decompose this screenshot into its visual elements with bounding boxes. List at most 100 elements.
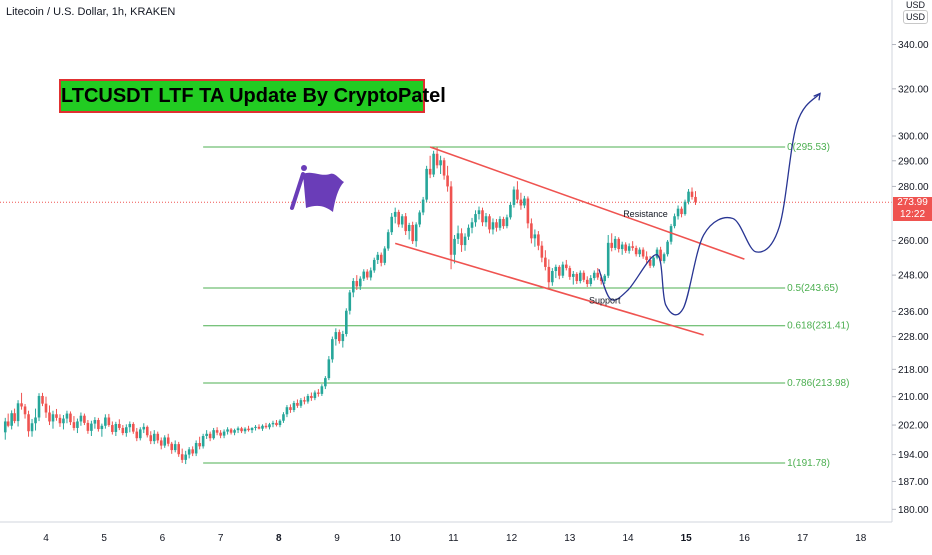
y-tick-label: 280.00 [898, 182, 929, 193]
y-tick-label: 260.00 [898, 236, 929, 247]
candle-body [76, 421, 79, 428]
current-price-badge: 273.99 12:22 [893, 197, 932, 221]
candle-body [345, 310, 348, 335]
candle-body [439, 160, 442, 166]
candle-body [425, 168, 428, 200]
flag-cloth [303, 172, 344, 212]
current-price-countdown: 12:22 [899, 209, 926, 220]
candle-body [145, 426, 149, 436]
candle-body [407, 225, 411, 232]
y-tick-label: 290.00 [898, 156, 929, 167]
candle-body [97, 420, 100, 430]
candle-body [530, 223, 533, 239]
candle-body [166, 437, 170, 444]
candle-body [3, 421, 7, 433]
candle-body [355, 281, 359, 287]
candle-body [606, 242, 610, 276]
candle-body [414, 224, 418, 242]
candle-body [62, 418, 65, 424]
candle-body [386, 232, 390, 249]
candle-body [128, 423, 132, 428]
candle-body [463, 236, 467, 246]
candle-body [338, 332, 341, 342]
candle-body [226, 429, 229, 432]
candle-body [65, 413, 69, 419]
candle-body [135, 431, 139, 439]
candle-body [526, 198, 530, 224]
candle-body [512, 189, 516, 205]
chart-annotation: Support [589, 296, 621, 306]
candle-body [299, 400, 303, 406]
candle-body [268, 424, 271, 428]
candle-body [453, 238, 456, 255]
candle-body [554, 266, 558, 272]
candle-body [411, 225, 414, 242]
candle-body [191, 449, 194, 454]
candle-body [477, 210, 481, 215]
candle-body [83, 415, 86, 423]
channel-upper-line [429, 146, 745, 260]
candle-body [212, 430, 215, 439]
candle-body [282, 414, 285, 421]
candle-body [680, 208, 683, 215]
candle-body [383, 248, 387, 263]
candle-body [585, 279, 589, 285]
candle-body [79, 415, 83, 422]
candle-body [20, 403, 23, 407]
candle-body [565, 264, 568, 269]
candle-body [250, 427, 254, 431]
candle-body [177, 444, 180, 455]
candle-body [446, 175, 449, 187]
candle-body [261, 425, 264, 429]
candle-body [334, 332, 338, 340]
candle-body [495, 222, 498, 228]
current-price-value: 273.99 [897, 197, 928, 208]
candle-body [676, 208, 680, 217]
candle-body [575, 273, 579, 282]
candle-body [694, 196, 697, 203]
candle-body [599, 277, 603, 282]
candle-body [125, 427, 128, 434]
candle-body [474, 214, 477, 223]
x-tick-label: 5 [101, 533, 107, 544]
candle-body [460, 233, 463, 246]
candle-body [428, 168, 432, 175]
candle-body [90, 423, 93, 431]
candle-body [215, 430, 219, 433]
candle-body [236, 428, 240, 431]
candle-body [229, 429, 233, 433]
candle-body [222, 431, 226, 436]
candle-body [648, 259, 652, 266]
candle-body [257, 426, 261, 429]
candle-body [55, 414, 58, 418]
candle-body [669, 226, 673, 242]
candle-body [289, 407, 292, 411]
candle-body [638, 249, 641, 255]
candle-body [498, 218, 502, 228]
y-tick-label: 194.00 [898, 450, 929, 461]
x-tick-label: 8 [276, 533, 282, 544]
candle-body [502, 218, 505, 227]
currency-bottom: USD [903, 10, 929, 24]
candle-body [533, 234, 537, 239]
candle-body [331, 339, 334, 360]
currency-label[interactable]: USD USD [903, 0, 929, 24]
x-tick-label: 17 [797, 533, 809, 544]
candle-body [180, 454, 184, 460]
candle-body [10, 413, 13, 426]
candle-body [111, 425, 114, 432]
candle-body [152, 433, 156, 442]
candle-body [201, 435, 205, 447]
candle-body [170, 443, 174, 451]
candle-body [107, 417, 111, 426]
chart-symbol-title: Litecoin / U.S. Dollar, 1h, KRAKEN [6, 6, 176, 18]
title-banner: LTCUSDT LTF TA Update By CryptoPatel [59, 79, 446, 113]
candle-body [219, 432, 222, 436]
candle-body [627, 246, 631, 251]
candle-body [292, 402, 296, 411]
candle-body [247, 428, 250, 431]
candle-body [393, 211, 397, 217]
y-tick-label: 210.00 [898, 392, 929, 403]
